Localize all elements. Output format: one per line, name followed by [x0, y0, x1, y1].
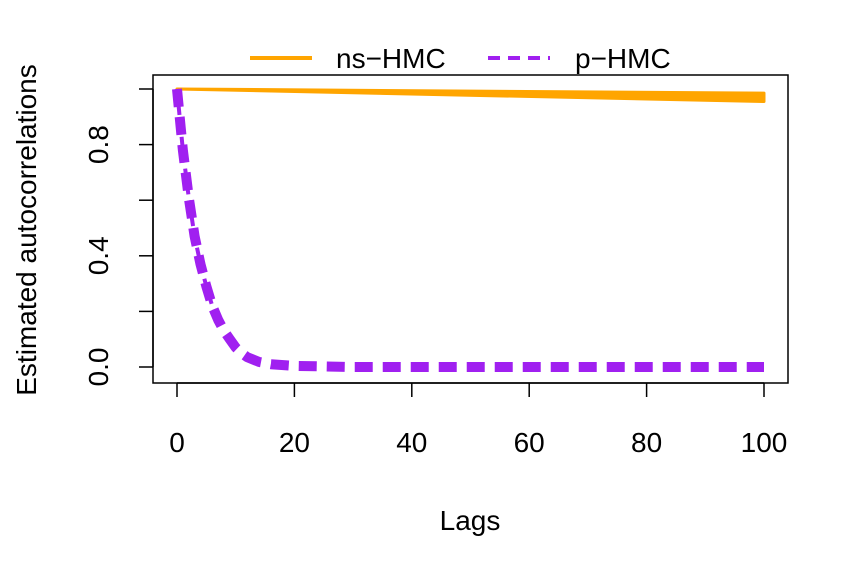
- y-tick-label: 0.0: [83, 348, 114, 387]
- plot-frame: [152, 74, 789, 384]
- y-axis: 0.0 0.4 0.8: [83, 88, 154, 387]
- series-line-0: [175, 87, 766, 104]
- series-line-1-head: [175, 88, 220, 321]
- x-tick-label: 20: [279, 427, 310, 458]
- legend-label-0: ns−HMC: [336, 43, 446, 74]
- x-tick-label: 40: [396, 427, 427, 458]
- legend-label-1: p−HMC: [575, 43, 671, 74]
- series-line-1: [172, 88, 764, 372]
- x-axis-label: Lags: [440, 505, 501, 536]
- y-tick-label: 0.4: [83, 236, 114, 275]
- x-tick-label: 0: [169, 427, 185, 458]
- x-tick-label: 60: [514, 427, 545, 458]
- x-axis: 0 20 40 60 80 100: [169, 382, 788, 458]
- y-axis-label: Estimated autocorrelations: [11, 64, 42, 396]
- x-tick-label: 80: [631, 427, 662, 458]
- plot-marks: [172, 87, 766, 372]
- legend: ns−HMC p−HMC: [250, 43, 671, 74]
- x-tick-label: 100: [741, 427, 788, 458]
- y-tick-label: 0.8: [83, 125, 114, 164]
